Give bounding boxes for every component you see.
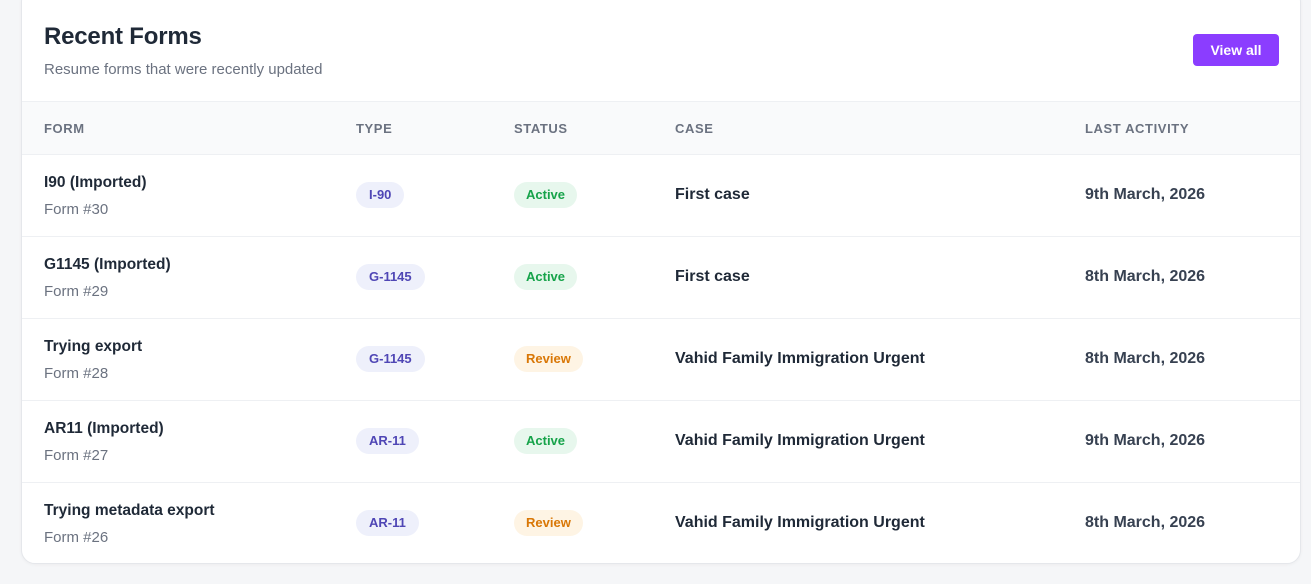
table-header: FORM TYPE STATUS CASE LAST ACTIVITY bbox=[22, 101, 1300, 155]
type-badge: AR-11 bbox=[356, 510, 419, 536]
form-name[interactable]: I90 (Imported) bbox=[44, 174, 147, 191]
status-badge: Review bbox=[514, 346, 583, 372]
case-name: Vahid Family Immigration Urgent bbox=[675, 350, 925, 367]
column-header-status[interactable]: STATUS bbox=[514, 121, 568, 136]
type-badge: AR-11 bbox=[356, 428, 419, 454]
recent-forms-card: Recent Forms Resume forms that were rece… bbox=[21, 0, 1301, 564]
last-activity: 9th March, 2026 bbox=[1085, 186, 1206, 203]
table-row[interactable]: Trying metadata export Form #26 AR-11 Re… bbox=[22, 483, 1300, 563]
form-name[interactable]: G1145 (Imported) bbox=[44, 256, 171, 273]
case-name: Vahid Family Immigration Urgent bbox=[675, 432, 925, 449]
table-row[interactable]: I90 (Imported) Form #30 I-90 Active Firs… bbox=[22, 155, 1300, 237]
form-number: Form #26 bbox=[44, 529, 109, 546]
last-activity: 8th March, 2026 bbox=[1085, 268, 1206, 285]
case-name: First case bbox=[675, 186, 750, 203]
status-badge: Active bbox=[514, 428, 578, 454]
form-number: Form #30 bbox=[44, 201, 109, 218]
card-header: Recent Forms Resume forms that were rece… bbox=[22, 0, 1300, 101]
column-header-last-activity[interactable]: LAST ACTIVITY bbox=[1085, 121, 1190, 136]
form-name[interactable]: AR11 (Imported) bbox=[44, 420, 164, 437]
form-number: Form #27 bbox=[44, 447, 109, 464]
table-row[interactable]: AR11 (Imported) Form #27 AR-11 Active Va… bbox=[22, 401, 1300, 483]
status-badge: Active bbox=[514, 264, 578, 290]
column-header-form[interactable]: FORM bbox=[44, 121, 85, 136]
last-activity: 9th March, 2026 bbox=[1085, 432, 1206, 449]
last-activity: 8th March, 2026 bbox=[1085, 514, 1206, 531]
case-name: First case bbox=[675, 268, 750, 285]
page-subtitle: Resume forms that were recently updated bbox=[44, 61, 323, 78]
view-all-button[interactable]: View all bbox=[1193, 34, 1279, 66]
status-badge: Review bbox=[514, 510, 583, 536]
status-badge: Active bbox=[514, 182, 578, 208]
table-row[interactable]: G1145 (Imported) Form #29 G-1145 Active … bbox=[22, 237, 1300, 319]
case-name: Vahid Family Immigration Urgent bbox=[675, 514, 925, 531]
type-badge: G-1145 bbox=[356, 264, 425, 290]
page-title: Recent Forms bbox=[44, 23, 202, 50]
last-activity: 8th March, 2026 bbox=[1085, 350, 1206, 367]
form-number: Form #29 bbox=[44, 283, 109, 300]
type-badge: G-1145 bbox=[356, 346, 425, 372]
type-badge: I-90 bbox=[356, 182, 405, 208]
table-row[interactable]: Trying export Form #28 G-1145 Review Vah… bbox=[22, 319, 1300, 401]
column-header-type[interactable]: TYPE bbox=[356, 121, 393, 136]
form-name[interactable]: Trying export bbox=[44, 338, 143, 355]
form-number: Form #28 bbox=[44, 365, 109, 382]
form-name[interactable]: Trying metadata export bbox=[44, 502, 215, 519]
column-header-case[interactable]: CASE bbox=[675, 121, 714, 136]
forms-table: FORM TYPE STATUS CASE LAST ACTIVITY I90 … bbox=[22, 101, 1300, 563]
